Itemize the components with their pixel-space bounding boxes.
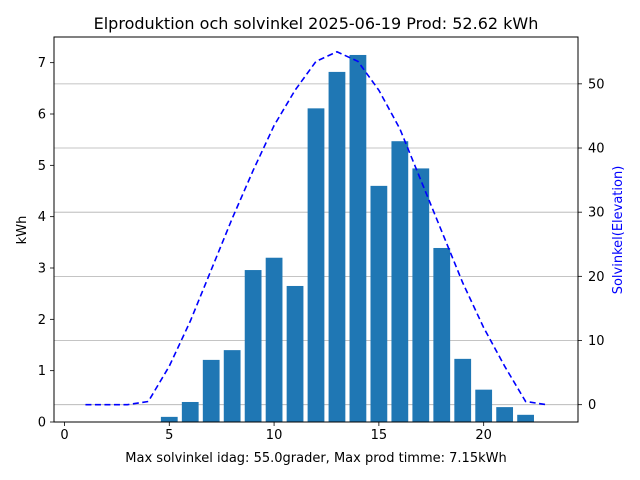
bar xyxy=(160,416,178,422)
y2-tick-label: 40 xyxy=(588,142,605,157)
y-tick-label: 2 xyxy=(38,313,46,328)
bar xyxy=(328,71,346,422)
y2-axis-label: Solvinkel(Elevation) xyxy=(611,166,626,295)
x-tick-label: 20 xyxy=(475,428,492,443)
bar xyxy=(202,359,220,422)
bar xyxy=(496,407,514,422)
plot-frame xyxy=(53,36,579,423)
y2-tick-label: 50 xyxy=(588,77,605,92)
y-axis-right: 0 10 20 30 40 50 xyxy=(578,77,605,413)
bar xyxy=(370,185,388,422)
y-tick-label: 5 xyxy=(38,159,46,174)
x-tick-label: 5 xyxy=(165,428,173,443)
bar xyxy=(181,401,199,422)
y-tick-label: 1 xyxy=(38,364,46,379)
x-axis-label: Max solvinkel idag: 55.0grader, Max prod… xyxy=(125,451,506,466)
x-tick-label: 15 xyxy=(371,428,388,443)
chart-title: Elproduktion och solvinkel 2025-06-19 Pr… xyxy=(94,14,539,33)
y-tick-label: 4 xyxy=(38,210,46,225)
y-axis-label: kWh xyxy=(15,216,30,245)
bar xyxy=(223,350,241,422)
bar xyxy=(454,358,472,422)
x-tick-label: 10 xyxy=(266,428,283,443)
y2-tick-label: 30 xyxy=(588,206,605,221)
bar xyxy=(265,257,283,422)
bar-series xyxy=(160,54,534,422)
y-tick-label: 0 xyxy=(38,416,46,431)
bar xyxy=(433,247,451,422)
bar xyxy=(412,168,430,422)
y2-tick-label: 0 xyxy=(588,398,596,413)
y-tick-label: 7 xyxy=(38,56,46,71)
y-tick-label: 6 xyxy=(38,108,46,123)
bar xyxy=(517,414,534,422)
bar xyxy=(307,108,325,422)
elevation-line xyxy=(85,50,547,406)
y2-tick-label: 20 xyxy=(588,270,605,285)
bar xyxy=(349,54,367,422)
elevation-series xyxy=(85,50,547,406)
bar xyxy=(391,141,409,422)
bar xyxy=(286,285,304,422)
y-tick-label: 3 xyxy=(38,262,46,277)
bar xyxy=(475,389,493,422)
x-tick-label: 0 xyxy=(60,428,68,443)
bar xyxy=(244,270,262,422)
y2-tick-label: 10 xyxy=(588,334,605,349)
y-axis-left: 0 1 2 3 4 5 6 7 xyxy=(38,56,54,431)
x-axis: 0 5 10 15 20 xyxy=(60,422,492,443)
